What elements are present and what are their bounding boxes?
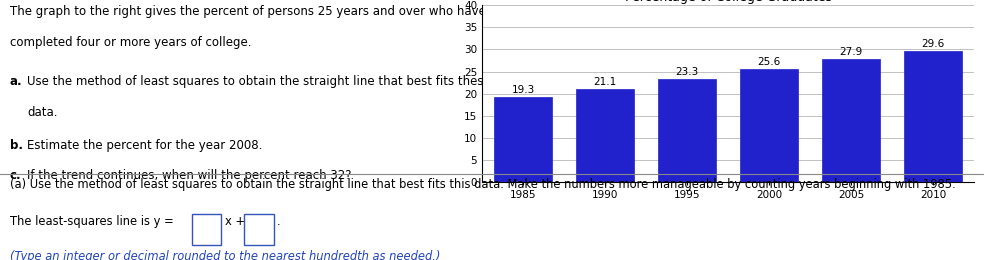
Bar	[658, 79, 715, 182]
Text: data.: data.	[27, 106, 57, 119]
Text: .: .	[277, 215, 280, 228]
Text: (Type an integer or decimal rounded to the nearest hundredth as needed.): (Type an integer or decimal rounded to t…	[10, 250, 440, 260]
Text: (a) Use the method of least squares to obtain the straight line that best fits t: (a) Use the method of least squares to o…	[10, 178, 955, 191]
Text: completed four or more years of college.: completed four or more years of college.	[10, 36, 251, 49]
Text: If the trend continues, when will the percent reach 32?: If the trend continues, when will the pe…	[27, 170, 351, 183]
Text: 25.6: 25.6	[758, 57, 780, 67]
Text: x +: x +	[225, 215, 245, 228]
Text: a.: a.	[10, 75, 23, 88]
FancyBboxPatch shape	[192, 214, 221, 245]
Bar	[904, 51, 962, 182]
Bar	[740, 69, 798, 182]
Text: 23.3: 23.3	[676, 67, 699, 77]
Text: 29.6: 29.6	[922, 40, 945, 49]
Text: 21.1: 21.1	[593, 77, 617, 87]
FancyBboxPatch shape	[244, 214, 274, 245]
Title: Percentage of College Graduates: Percentage of College Graduates	[625, 0, 831, 4]
Text: 19.3: 19.3	[512, 85, 534, 95]
Text: Estimate the percent for the year 2008.: Estimate the percent for the year 2008.	[27, 139, 263, 152]
Text: c.: c.	[10, 170, 22, 183]
Bar	[495, 97, 552, 182]
Text: b.: b.	[10, 139, 23, 152]
Text: The least-squares line is y =: The least-squares line is y =	[10, 215, 173, 228]
Text: 27.9: 27.9	[839, 47, 863, 57]
Text: Use the method of least squares to obtain the straight line that best fits these: Use the method of least squares to obtai…	[27, 75, 491, 88]
Bar	[823, 59, 880, 182]
Bar	[577, 89, 634, 182]
Text: The graph to the right gives the percent of persons 25 years and over who have: The graph to the right gives the percent…	[10, 5, 486, 18]
